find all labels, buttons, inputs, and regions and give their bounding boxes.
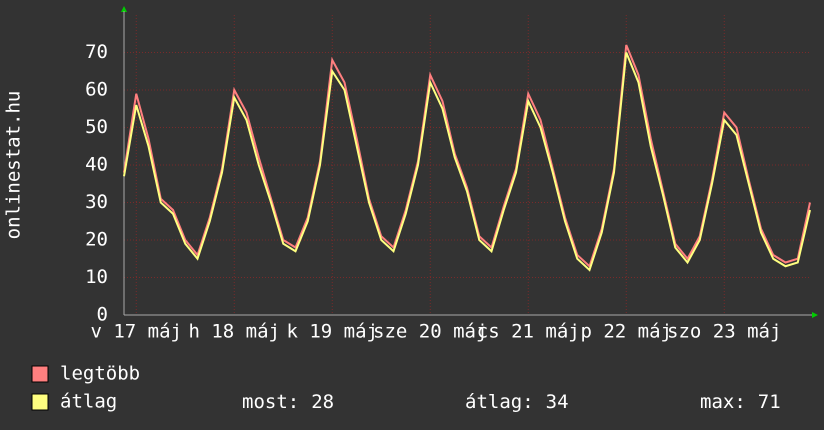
stat-label: átlag: [465,391,534,413]
y-tick-label: 40 [85,154,108,176]
legend-label: átlag [60,391,117,413]
y-tick-label: 10 [85,266,108,288]
x-tick-label: p 22 máj [580,321,672,343]
legend-swatch [31,365,49,383]
x-tick-label: sze 20 máj [373,321,487,343]
y-tick-label: 0 [97,304,108,326]
series-line [123,44,811,269]
stat-label: max: [700,391,746,413]
legend-swatch [31,393,49,411]
stat: max: 71 [700,391,781,413]
stat-value: 28 [311,391,334,413]
y-tick-label: 50 [85,116,108,138]
x-tick-label: h 18 máj [188,321,280,343]
x-tick-label: szo 23 máj [667,321,781,343]
x-tick-label: v 17 máj [90,321,182,343]
stat-value: 71 [758,391,781,413]
stat-label: most: [242,391,299,413]
x-tick-label: cs 21 máj [477,321,580,343]
legend-label: legtöbb [60,363,140,385]
y-tick-label: 70 [85,41,108,63]
stat: most: 28 [242,391,334,413]
stat-value: 34 [546,391,569,413]
axis-arrow [812,312,818,318]
y-tick-label: 20 [85,229,108,251]
x-tick-label: k 19 máj [286,321,378,343]
y-tick-label: 60 [85,79,108,101]
stat: átlag: 34 [465,391,569,413]
axis-arrow [121,6,127,12]
y-axis-label: onlinestat.hu [3,91,25,240]
series-line [123,52,811,272]
y-tick-label: 30 [85,191,108,213]
